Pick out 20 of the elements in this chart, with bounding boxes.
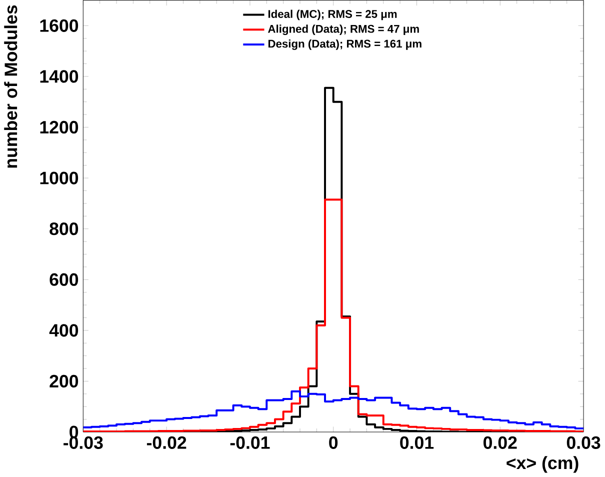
x-tick-label: -0.01 [230,436,270,450]
x-tick-label: 0.01 [400,436,434,450]
x-tick-label: 0.03 [566,436,600,450]
x-tick-label: -0.03 [64,436,103,450]
y-tick-label: 1400 [40,70,78,83]
y-tick-label: 1600 [40,19,78,32]
legend-label: Aligned (Data); RMS = 47 μm [268,24,419,36]
x-tick-label: 0.02 [484,436,517,450]
x-tick-label: 0 [329,436,338,450]
y-tick-label: 1000 [40,172,78,184]
legend-label: Ideal (MC); RMS = 25 μm [268,10,397,20]
y-tick-label: 800 [50,222,78,236]
y-tick-label: 400 [49,324,78,337]
y-axis-title: number of Modules [4,5,18,168]
y-tick-label: 600 [50,273,78,286]
y-tick-label: 200 [50,374,78,388]
y-tick-label: 1200 [40,120,78,134]
x-tick-label: -0.02 [146,436,186,450]
x-axis-title: <x> (cm) [506,456,578,473]
legend-label: Design (Data); RMS = 161 μm [268,40,422,50]
